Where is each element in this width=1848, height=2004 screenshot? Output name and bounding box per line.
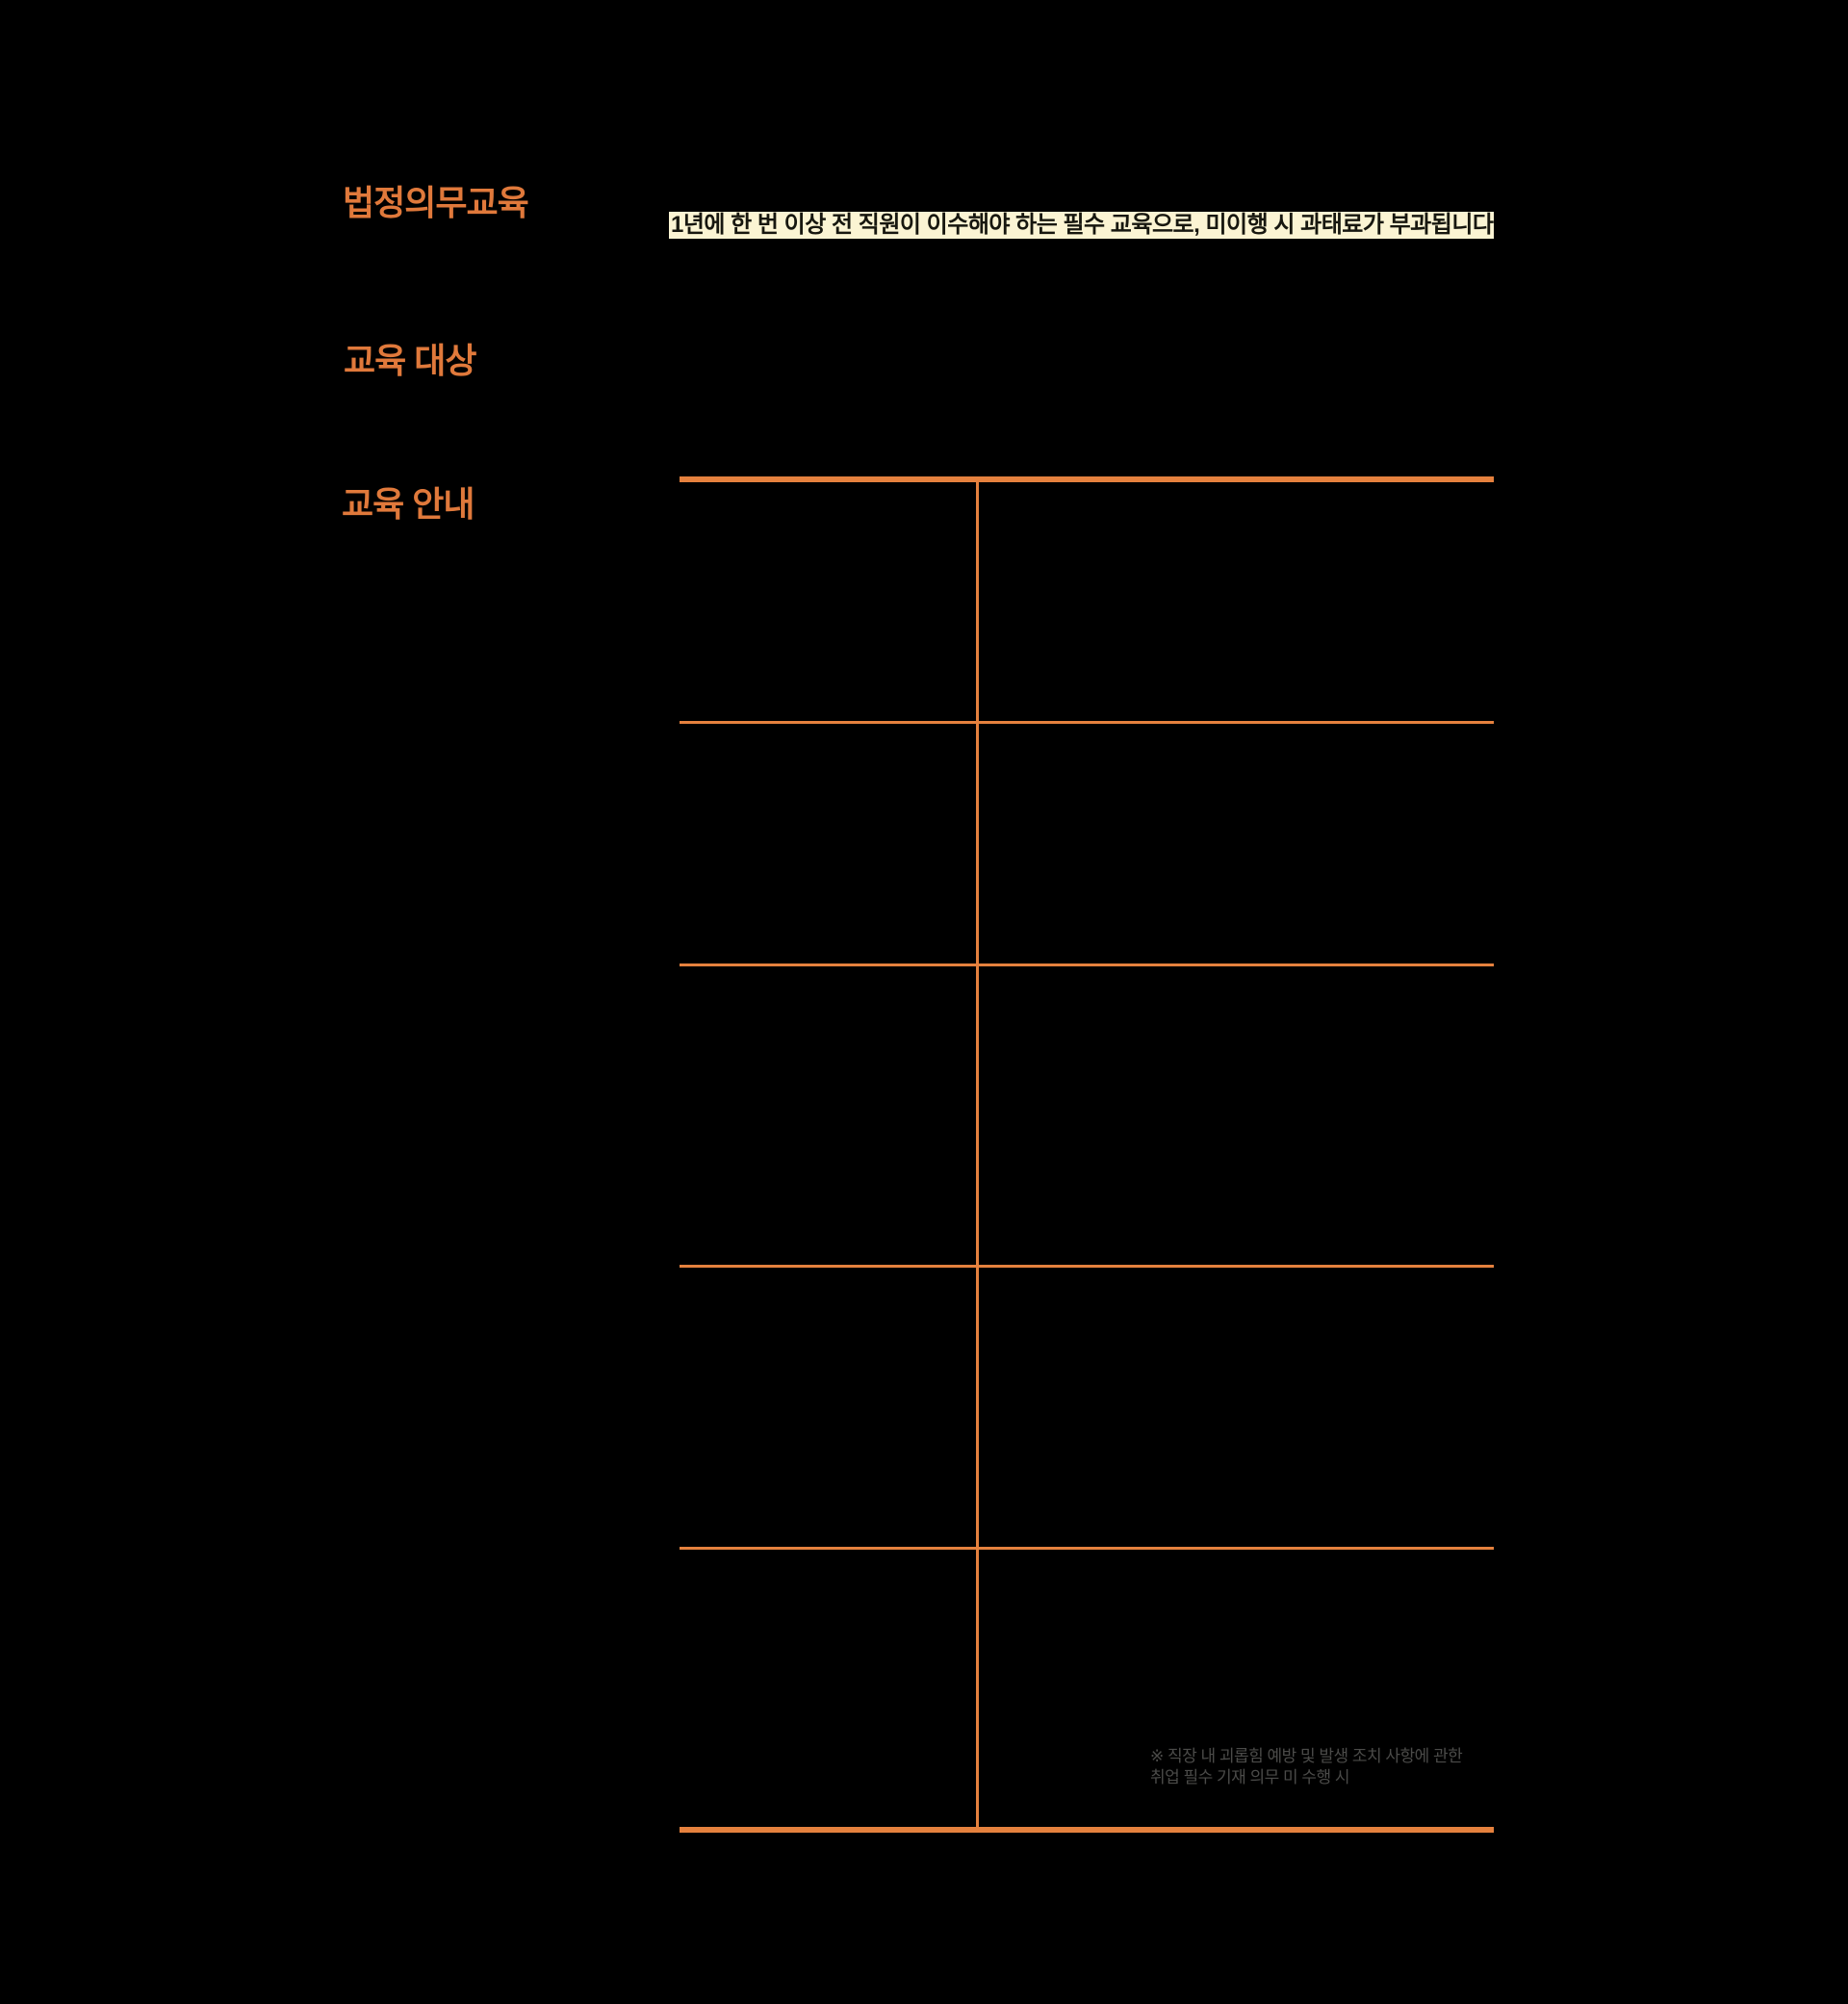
footnote-line-1: ※ 직장 내 괴롭힘 예방 및 발생 조치 사항에 관한 — [1150, 1747, 1463, 1765]
table-cell-r4-c2 — [979, 1268, 1494, 1547]
table-top-border — [680, 476, 1494, 482]
table-cell-r3-c2 — [979, 966, 1494, 1265]
table-cell-r2-c1 — [680, 724, 976, 963]
table-cell-r1-c2 — [979, 482, 1494, 721]
heading-legal-mandatory-education: 법정의무교육 — [343, 183, 529, 222]
table-cell-r1-c1 — [680, 482, 976, 721]
heading-education-target: 교육 대상 — [344, 341, 476, 380]
footnote-workplace-harassment: ※ 직장 내 괴롭힘 예방 및 발생 조치 사항에 관한 취업 필수 기재 의무… — [1150, 1746, 1463, 1788]
table-bottom-border — [680, 1827, 1494, 1833]
footnote-line-2: 취업 필수 기재 의무 미 수행 시 — [1150, 1768, 1350, 1786]
intro-highlight-band: 1년에 한 번 이상 전 직원이 이수해야 하는 필수 교육으로, 미이행 시 … — [669, 212, 1494, 239]
table-row-divider-1 — [680, 721, 1494, 724]
education-info-table — [680, 476, 1494, 1833]
intro-highlight-text: 1년에 한 번 이상 전 직원이 이수해야 하는 필수 교육으로, 미이행 시 … — [671, 212, 1494, 238]
table-cell-r5-c1 — [680, 1550, 976, 1827]
table-cell-r4-c1 — [680, 1268, 976, 1547]
table-column-divider — [976, 482, 979, 1827]
heading-education-guide: 교육 안내 — [342, 484, 475, 524]
table-row-divider-3 — [680, 1265, 1494, 1268]
table-cell-r2-c2 — [979, 724, 1494, 963]
table-row-divider-2 — [680, 963, 1494, 966]
table-cell-r3-c1 — [680, 966, 976, 1265]
table-row-divider-4 — [680, 1547, 1494, 1550]
